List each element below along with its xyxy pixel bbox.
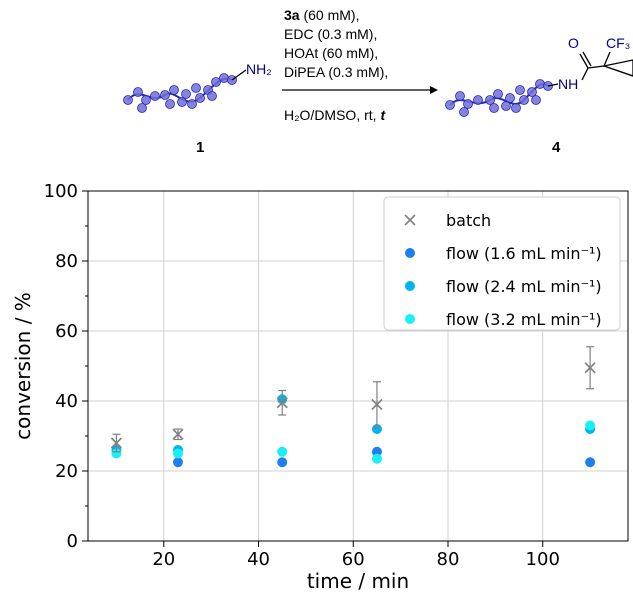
flow-point: [277, 457, 288, 468]
legend: batch flow (1.6 mL min⁻¹) flow (2.4 mL min…: [383, 196, 621, 331]
batch-point: [276, 397, 288, 409]
peptide-bead: [473, 95, 483, 105]
peptide-bead: [150, 91, 160, 101]
legend-label: flow (2.4 mL min⁻¹): [446, 277, 602, 296]
reaction-scheme: NH₂ 1 3a (60 mM), EDC (0.3 mM), HOAt (60…: [123, 7, 633, 156]
peptide-bead: [191, 83, 201, 93]
x-axis-label: time / min: [307, 569, 409, 593]
peptide-bead: [133, 87, 143, 97]
peptide-4-image: [445, 79, 553, 117]
peptide-bead: [160, 90, 170, 100]
peptide-bead: [511, 103, 521, 113]
y-tick-label: 80: [55, 251, 78, 272]
peptide-bead: [195, 93, 205, 103]
start-bond: [231, 69, 247, 81]
legend-label: flow (1.6 mL min⁻¹): [446, 244, 602, 263]
x-tick-label: 60: [342, 549, 365, 570]
peptide-bead: [141, 95, 151, 105]
flow-point: [585, 420, 596, 431]
reagent-3: HOAt (60 mM),: [284, 45, 378, 61]
legend-entry: flow (1.6 mL min⁻¹): [405, 244, 602, 263]
axis-ticks: 20 40 60 80 100 0 20 40 60 80 100: [44, 181, 560, 570]
flow-point: [173, 448, 183, 459]
legend-box: [383, 196, 621, 331]
legend-entry: batch: [404, 211, 491, 230]
peptide-bead: [177, 97, 187, 107]
legend-entry: flow (3.2 mL min⁻¹): [405, 310, 602, 329]
start-amine: NH₂: [246, 61, 272, 77]
legend-marker-dot: [405, 314, 415, 324]
batch-point: [110, 437, 122, 449]
legend-label: flow (3.2 mL min⁻¹): [446, 310, 602, 329]
peptide-bead: [485, 95, 495, 105]
peptide-bead: [501, 101, 511, 111]
peptide-bead: [169, 85, 179, 95]
peptide-bead: [219, 73, 229, 83]
peptide-1-image: [123, 73, 237, 113]
peptide-bead: [181, 89, 191, 99]
reagent-1: 3a (60 mM),: [284, 7, 359, 23]
batch-point: [371, 398, 383, 411]
peptide-bead: [455, 91, 465, 101]
legend-label: batch: [446, 211, 491, 230]
y-tick-label: 0: [67, 531, 78, 552]
peptide-bead: [535, 79, 545, 89]
peptide-bead: [187, 99, 197, 109]
flow-point: [371, 424, 382, 434]
reaction-conditions: H₂O/DMSO, rt, t: [284, 107, 386, 123]
y-tick-label: 40: [55, 391, 78, 412]
flow-point: [111, 448, 122, 459]
data-marks: [110, 346, 596, 468]
reaction-arrow: [282, 86, 438, 94]
peptide-bead: [123, 95, 133, 105]
peptide-bead: [519, 95, 529, 105]
batch-point: [172, 428, 184, 440]
peptide-bead: [505, 93, 515, 103]
peptide-bead: [463, 99, 473, 109]
product-compound-label: 4: [552, 139, 561, 156]
product-amide-o: O: [568, 35, 579, 51]
peptide-bead: [165, 99, 175, 109]
peptide-bead: [493, 89, 503, 99]
flow-point: [277, 446, 288, 457]
x-tick-label: 100: [526, 549, 560, 570]
peptide-bead: [211, 77, 221, 87]
x-tick-label: 80: [437, 549, 460, 570]
peptide-bead: [489, 103, 499, 113]
x-tick-label: 20: [152, 549, 175, 570]
conversion-chart: 20 40 60 80 100 0 20 40 60 80 100 time / min conve…: [11, 181, 629, 593]
peptide-bead: [527, 87, 537, 97]
legend-marker-dot: [405, 248, 415, 258]
peptide-bead: [137, 103, 147, 113]
flow-point: [585, 457, 596, 468]
start-compound-label: 1: [196, 139, 204, 156]
peptide-bead: [445, 100, 455, 110]
product-amide-nh: NH: [558, 76, 578, 92]
product-cf3: CF₃: [606, 35, 630, 51]
batch-point: [584, 362, 596, 374]
x-tick-label: 40: [247, 549, 270, 570]
legend-marker-x: [404, 214, 416, 226]
peptide-bead: [531, 95, 541, 105]
flow-point: [371, 453, 382, 464]
reagent-4: DiPEA (0.3 mM),: [284, 64, 388, 80]
y-tick-label: 60: [55, 321, 78, 342]
y-tick-label: 100: [44, 181, 78, 202]
legend-marker-dot: [405, 281, 415, 291]
y-axis-label: conversion / %: [11, 292, 35, 440]
flow-point: [371, 446, 382, 457]
y-tick-label: 20: [55, 461, 78, 482]
peptide-bead: [459, 107, 469, 117]
legend-entry: flow (2.4 mL min⁻¹): [405, 277, 602, 296]
product-amide-structure: [547, 51, 633, 87]
grid-lines: [88, 191, 628, 541]
peptide-bead: [515, 85, 525, 95]
flow-point: [173, 457, 183, 468]
peptide-bead: [207, 91, 217, 101]
reagent-2: EDC (0.3 mM),: [284, 26, 377, 42]
